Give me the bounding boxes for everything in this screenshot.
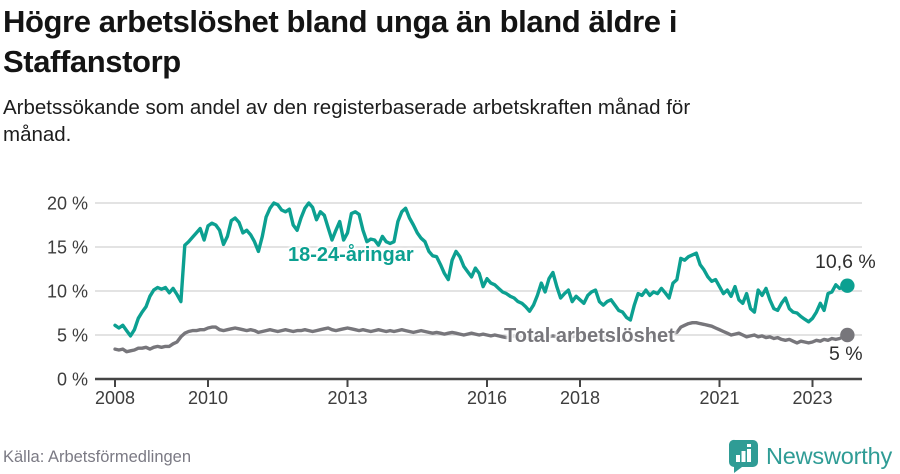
x-tick-label: 2010 bbox=[188, 388, 228, 408]
x-tick-label: 2021 bbox=[699, 388, 739, 408]
x-tick-label: 2016 bbox=[467, 388, 507, 408]
newsworthy-logo-icon bbox=[729, 439, 759, 473]
y-tick-label: 10 % bbox=[47, 282, 88, 302]
page-title: Högre arbetslöshet bland unga än bland ä… bbox=[3, 4, 678, 80]
source-note: Källa: Arbetsförmedlingen bbox=[3, 448, 192, 466]
y-tick-label: 5 % bbox=[57, 326, 88, 346]
y-tick-label: 0 % bbox=[57, 370, 88, 390]
end-value-label-total: 5 % bbox=[829, 343, 863, 365]
brand-lockup: Newsworthy bbox=[728, 439, 892, 474]
series-label-total: Total arbetslöshet bbox=[504, 325, 675, 347]
end-value-label-youth: 10,6 % bbox=[815, 251, 876, 273]
total-line bbox=[113, 321, 850, 354]
youth-line bbox=[113, 201, 850, 338]
x-tick-label: 2018 bbox=[560, 388, 600, 408]
y-tick-label: 20 % bbox=[47, 194, 88, 214]
page-subtitle: Arbetssökande som andel av den registerb… bbox=[3, 96, 691, 147]
series-label-youth: 18-24-åringar bbox=[288, 244, 414, 266]
y-tick-label: 15 % bbox=[47, 238, 88, 258]
total-endpoint-dot bbox=[840, 327, 855, 343]
x-tick-label: 2023 bbox=[792, 388, 832, 408]
x-tick-label: 2013 bbox=[327, 388, 367, 408]
brand-name: Newsworthy bbox=[766, 443, 892, 469]
x-tick-label: 2008 bbox=[95, 388, 135, 408]
youth-endpoint-dot bbox=[840, 278, 855, 293]
